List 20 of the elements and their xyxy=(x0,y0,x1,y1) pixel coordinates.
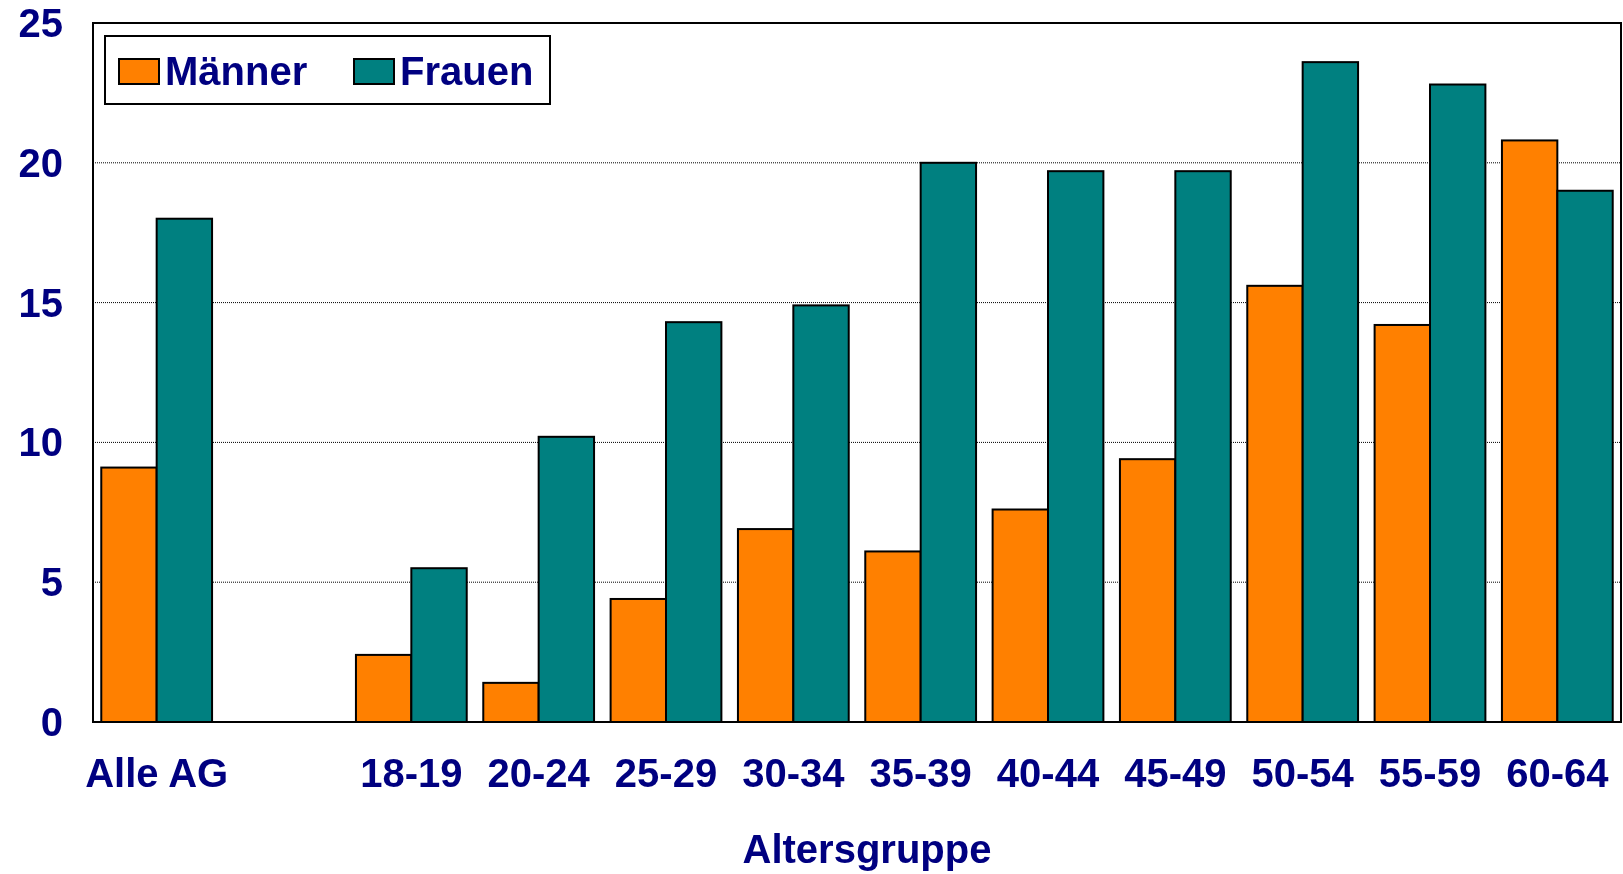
x-tick-label: 20-24 xyxy=(487,751,591,795)
y-tick-label: 0 xyxy=(40,700,63,744)
x-tick-label: 40-44 xyxy=(996,751,1100,795)
y-tick-label: 5 xyxy=(40,560,63,605)
y-tick-label: 10 xyxy=(18,420,63,465)
x-tick-label: 35-39 xyxy=(869,751,972,795)
x-tick-label: Alle AG xyxy=(85,751,229,795)
y-tick-label: 15 xyxy=(18,280,63,325)
x-tick-label: 18-19 xyxy=(360,751,463,795)
x-tick-label: 60-64 xyxy=(1506,751,1610,795)
legend-label: Frauen xyxy=(400,49,534,93)
y-tick-label: 20 xyxy=(18,140,63,185)
x-axis-title: Altersgruppe xyxy=(742,827,992,871)
x-tick-label: 50-54 xyxy=(1251,751,1355,795)
y-tick-label: 25 xyxy=(18,1,63,45)
legend-label: Männer xyxy=(165,49,308,93)
x-tick-label: 55-59 xyxy=(1378,751,1482,795)
x-tick-label: 45-49 xyxy=(1124,751,1227,795)
x-tick-label: 30-34 xyxy=(742,751,846,795)
x-tick-label: 25-29 xyxy=(614,751,718,795)
